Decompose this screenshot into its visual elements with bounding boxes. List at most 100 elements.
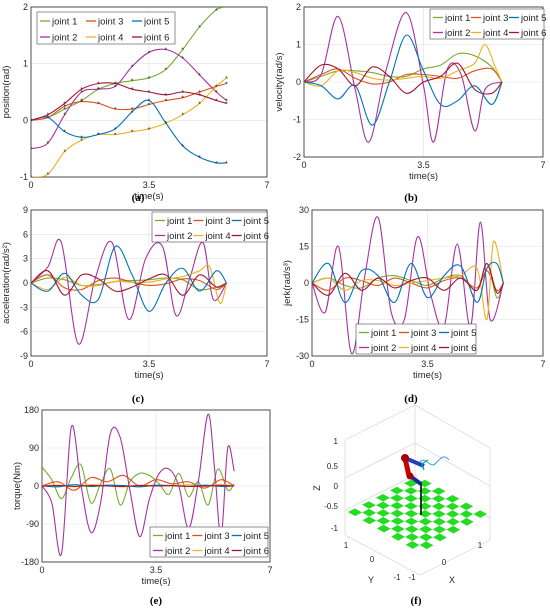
floor-tile [412, 529, 426, 538]
y-tick-label: 0 [34, 481, 39, 491]
floor-tile [452, 498, 467, 507]
legend-label: joint 6 [450, 343, 476, 354]
series-line-joint-2 [31, 238, 227, 345]
series-point: * [63, 113, 66, 120]
y-tick-label: 30 [299, 205, 309, 215]
floor-tile [424, 491, 439, 499]
y-axis-label: acceleration(rad/s²) [1, 242, 12, 324]
legend-label: joint 5 [243, 216, 269, 227]
floor-tile [397, 521, 412, 529]
series-point: * [164, 121, 167, 128]
floor-tile [433, 533, 447, 542]
floor-tile [404, 517, 419, 526]
y-tick-label: -2 [293, 152, 301, 162]
legend-box [429, 8, 545, 40]
floor-tile [376, 524, 391, 533]
floor-tile [425, 498, 439, 507]
series-point: * [131, 65, 134, 72]
y-tick-label: 15 [299, 242, 309, 252]
x-tick-label: 3.5 [150, 565, 163, 575]
series-line-joint-5 [304, 34, 503, 126]
floor-tile [369, 497, 384, 506]
x-tick-label: 3.5 [421, 359, 434, 369]
floor-tile [432, 510, 446, 518]
floor-tile [431, 487, 446, 495]
legend-label: joint 6 [243, 546, 269, 557]
z-axis: 1 0.5 0 -0.5 -1 Z [312, 437, 339, 533]
floor-tile [439, 529, 454, 538]
y-axis: 1 0 -1 Y [344, 541, 401, 585]
series-line-joint-5 [31, 245, 227, 312]
series-point: * [63, 104, 66, 111]
series-line-joint-2 [42, 413, 235, 557]
floor-tile [418, 517, 433, 526]
series-line-joint-1 [31, 277, 227, 291]
floor-tile [362, 501, 377, 509]
floor-tile [404, 487, 418, 495]
x-tick-label: 1 [478, 541, 483, 550]
floor-tile [404, 525, 419, 534]
y-tick-label: 0 [304, 278, 309, 288]
y-axis-label: Y [368, 575, 374, 585]
series-point: * [131, 130, 134, 137]
y-tick-label: -1 [20, 172, 28, 182]
floor-tile [404, 479, 418, 488]
x-tick-label: 7 [264, 359, 269, 369]
series-point: * [181, 90, 184, 97]
legend-label: joint 3 [204, 216, 230, 227]
floor-tile [412, 537, 427, 545]
floor-tile [426, 537, 441, 546]
series-point: * [114, 82, 117, 89]
y-tick-label: 2 [296, 2, 301, 12]
x-tick-label: 0 [301, 160, 306, 170]
legend-label: joint 6 [243, 231, 269, 242]
y-axis-label: position(rad) [1, 66, 12, 119]
floor-tile [459, 510, 474, 518]
floor-tile [404, 494, 418, 503]
x-axis-label: X [449, 575, 455, 585]
floor-tile [376, 509, 391, 517]
floor-tile [390, 486, 404, 495]
robot-joint [401, 454, 409, 462]
series-group [304, 12, 503, 143]
end-effector-trajectory [419, 456, 450, 466]
z-tick-label: 0 [334, 482, 339, 491]
caption-c: (c) [132, 393, 145, 405]
x-tick-label: 3.5 [143, 180, 156, 190]
floor-tile [383, 497, 398, 506]
y-tick-label: 6 [23, 229, 28, 239]
floor-tile [424, 483, 439, 492]
legend-label: joint 5 [143, 17, 169, 28]
y-tick-label: -90 [26, 519, 39, 529]
floor-tile [432, 517, 447, 526]
series-point: * [225, 82, 228, 89]
series-line-joint-5 [312, 261, 504, 304]
floor-tile [411, 513, 426, 522]
floor-tile [459, 517, 474, 526]
series-point: * [181, 96, 184, 103]
floor-tile [446, 517, 460, 526]
y-tick-label: -1 [293, 115, 301, 125]
series-point: * [225, 161, 228, 168]
floor-tile [397, 483, 411, 491]
x-axis: -1 0 1 X [408, 541, 482, 585]
floor-tile [445, 502, 460, 511]
floor-tile [425, 506, 439, 514]
x-tick-label: 0 [442, 558, 447, 567]
floor-tile [376, 494, 391, 502]
y-tick-label: -180 [21, 557, 39, 567]
series-line-joint-5 [42, 484, 235, 488]
y-tick-label: 90 [29, 443, 39, 453]
y-tick-label: 1 [23, 59, 28, 69]
legend-label: joint 2 [51, 33, 77, 44]
series-point: * [46, 172, 49, 179]
x-axis-label: time(s) [134, 191, 163, 202]
series-point: * [80, 90, 83, 97]
series-point: * [148, 90, 151, 97]
series-point: * [30, 118, 33, 125]
series-line-joint-3 [31, 82, 227, 121]
series-point: * [215, 8, 218, 15]
legend-label: joint 4 [203, 546, 229, 557]
y-tick-label: 9 [23, 205, 28, 215]
series-point: * [114, 107, 117, 114]
